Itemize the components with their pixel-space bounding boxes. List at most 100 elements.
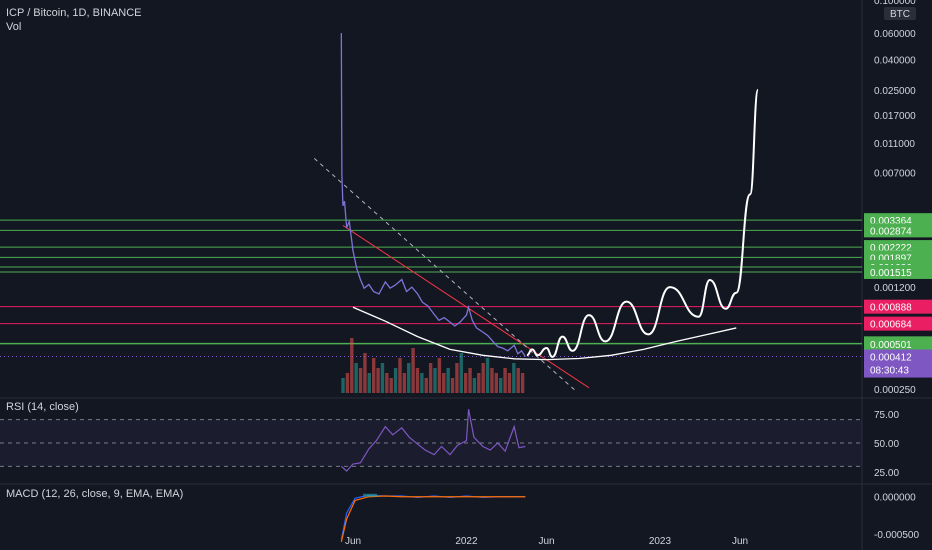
time-tick-label: Jun — [345, 536, 361, 547]
volume-bar — [512, 363, 516, 393]
level-badge-label: 0.001515 — [870, 268, 912, 279]
volume-bar — [507, 373, 512, 393]
volume-label: Vol — [6, 21, 22, 33]
rsi-tick-label: 75.00 — [874, 410, 899, 421]
volume-bar — [494, 373, 499, 393]
current-price-badge — [864, 349, 932, 378]
rsi-label: RSI (14, close) — [6, 401, 79, 413]
volume-bar — [402, 373, 407, 393]
level-badge-label: 0.000888 — [870, 303, 912, 314]
price-tick-label: 0.100000 — [874, 0, 916, 7]
time-tick-label: Jun — [732, 536, 748, 547]
volume-bar — [398, 358, 402, 393]
chart-header: ICP / Bitcoin, 1D, BINANCE Vol — [6, 6, 142, 34]
level-badge — [864, 299, 932, 314]
level-badges: 0.0033640.0028740.0022220.0018970.001636… — [864, 213, 932, 378]
volume-bar — [367, 373, 371, 393]
macd-histogram — [363, 493, 378, 497]
rsi-line — [340, 409, 526, 472]
rsi-panel: 75.00 50.00 25.00 — [0, 409, 899, 479]
trendline-red — [342, 225, 590, 389]
volume-bar — [442, 373, 446, 393]
level-badge-label: 0.003364 — [870, 216, 912, 227]
volume-bar — [485, 358, 490, 393]
current-price-countdown: 08:30:43 — [870, 366, 909, 377]
volume-bar — [468, 368, 472, 393]
volume-bar — [463, 373, 468, 393]
volume-bar — [358, 368, 363, 393]
volume-bar — [354, 363, 358, 393]
level-badge-label: 0.001897 — [870, 253, 912, 264]
volume-bar — [385, 373, 389, 393]
volume-bar — [428, 363, 433, 393]
price-tick-label: 0.060000 — [874, 29, 916, 40]
price-axis[interactable]: 0.100000 0.060000 0.040000 0.025000 0.017000… — [874, 0, 916, 396]
volume-bar — [516, 368, 520, 393]
signal-line — [340, 495, 526, 543]
volume-bar — [490, 368, 494, 393]
price-series — [340, 32, 526, 357]
price-tick-label: 0.040000 — [874, 55, 916, 66]
level-badge — [864, 336, 932, 351]
rsi-tick-label: 25.00 — [874, 468, 899, 479]
volume-bar — [407, 363, 411, 393]
volume-bar — [503, 368, 507, 393]
volume-bar — [459, 353, 463, 393]
price-tick-label: 0.001200 — [874, 283, 916, 294]
volume-bar — [481, 363, 485, 393]
projection-path — [526, 88, 760, 358]
level-badge — [864, 223, 932, 238]
trendline-dashed — [313, 158, 576, 391]
volume-bars — [341, 338, 525, 393]
price-line — [340, 32, 526, 357]
trendlines — [313, 158, 737, 391]
price-tick-label: 0.017000 — [874, 111, 916, 122]
price-tick-label: 0.011000 — [874, 139, 915, 150]
currency-badge — [884, 7, 916, 20]
macd-tick-label: -0.000500 — [874, 530, 919, 541]
level-badge-label: 0.000684 — [870, 320, 912, 331]
volume-bar — [389, 378, 393, 393]
volume-bar — [477, 373, 481, 393]
rounding-curve — [352, 306, 737, 361]
volume-bar — [411, 348, 415, 393]
volume-bar — [472, 378, 477, 393]
volume-bar — [363, 353, 367, 393]
time-tick-label: 2022 — [455, 536, 478, 547]
volume-bar — [345, 373, 350, 393]
time-axis[interactable]: Jun 2022 Jun 2023 Jun — [345, 536, 748, 547]
currency-badge-label: BTC — [890, 9, 910, 20]
volume-bar — [350, 338, 354, 393]
level-badge-label: 0.002222 — [870, 243, 912, 254]
symbol-title: ICP / Bitcoin, 1D, BINANCE — [6, 7, 142, 19]
macd-tick-label: 0.000000 — [874, 493, 916, 504]
volume-bar — [341, 378, 345, 393]
macd-label: MACD (12, 26, close, 9, EMA, EMA) — [6, 488, 184, 500]
volume-bar — [393, 368, 398, 393]
rsi-tick-label: 50.00 — [874, 439, 899, 450]
rsi-band — [0, 419, 862, 467]
volume-bar — [415, 368, 420, 393]
level-badge — [864, 316, 932, 331]
volume-bar — [424, 378, 428, 393]
time-tick-label: Jun — [538, 536, 554, 547]
volume-bar — [450, 378, 455, 393]
volume-bar — [455, 363, 459, 393]
projection-path — [526, 88, 760, 358]
volume-bar — [520, 373, 525, 393]
volume-bar — [437, 358, 442, 393]
current-price-value: 0.000412 — [870, 353, 912, 364]
volume-bar — [433, 368, 437, 393]
volume-bar — [420, 373, 424, 393]
macd-panel: 0.000000 -0.000500 — [340, 493, 919, 543]
price-tick-label: 0.025000 — [874, 86, 916, 97]
volume-bar — [376, 368, 380, 393]
price-tick-label: 0.000250 — [874, 385, 916, 396]
level-badge-label: 0.000501 — [870, 340, 912, 351]
volume-bar — [446, 368, 450, 393]
volume-bar — [380, 363, 385, 393]
level-badge-label: 0.002874 — [870, 226, 912, 237]
price-tick-label: 0.007000 — [874, 169, 916, 180]
